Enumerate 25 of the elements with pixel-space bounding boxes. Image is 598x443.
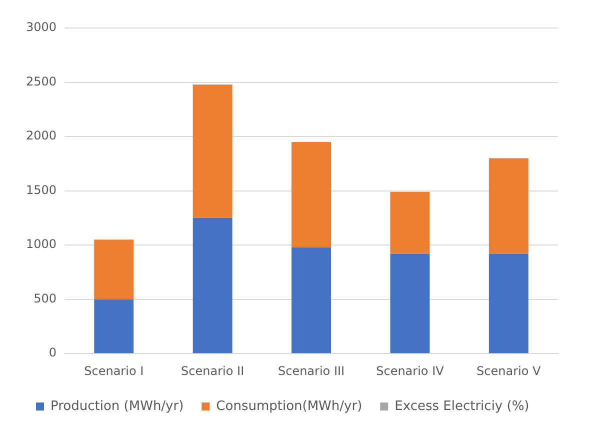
y-tick-label: 0 (48, 346, 57, 360)
x-tick-label: Scenario II (181, 364, 244, 378)
x-tick-label: Scenario IV (376, 364, 445, 378)
x-tick-label: Scenario V (476, 364, 542, 378)
bar (488, 254, 528, 354)
legend-label: Production (MWh/yr) (50, 398, 184, 414)
y-tick-label: 2500 (26, 74, 57, 88)
bar (94, 240, 134, 300)
bar (94, 299, 134, 354)
legend-label: Excess Electriciy (%) (394, 398, 530, 414)
y-tick-label: 1500 (26, 182, 57, 197)
bar (192, 218, 232, 354)
y-tick-label: 2000 (26, 128, 57, 143)
bar (488, 158, 528, 254)
bar (390, 192, 430, 254)
bar (390, 254, 430, 354)
x-tick-label: Scenario I (84, 364, 144, 378)
y-tick-label: 1000 (26, 237, 57, 252)
y-tick-label: 3000 (26, 20, 57, 34)
bar (192, 84, 232, 218)
y-tick-label: 500 (34, 291, 57, 306)
x-tick-label: Scenario III (278, 364, 345, 378)
bar (292, 247, 332, 354)
bar (292, 142, 332, 248)
legend-label: Consumption(MWh/yr) (216, 398, 362, 414)
